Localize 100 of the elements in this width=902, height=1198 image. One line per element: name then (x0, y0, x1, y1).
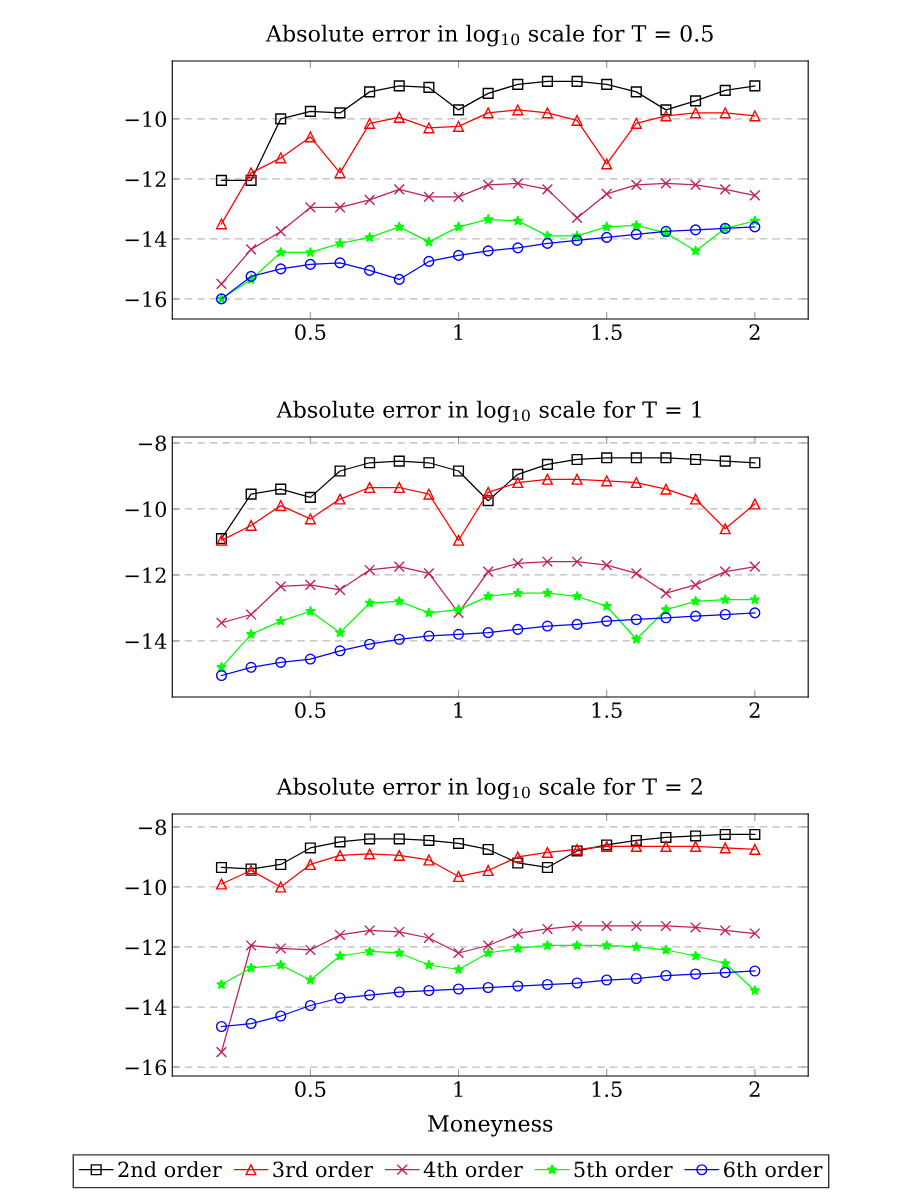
point (482, 981, 494, 994)
point (719, 842, 731, 854)
point (630, 117, 642, 129)
point (452, 120, 465, 132)
point (364, 264, 376, 276)
x-tick-label: 1 (454, 702, 463, 718)
legend-label: 6th order (724, 1161, 823, 1178)
point (690, 840, 702, 853)
point (275, 942, 287, 955)
point (334, 107, 346, 119)
point (393, 273, 405, 285)
point (749, 457, 761, 469)
point (749, 927, 761, 940)
point (719, 924, 731, 937)
point (630, 179, 642, 191)
point (423, 932, 435, 944)
point (245, 488, 257, 500)
point (571, 977, 583, 989)
point (334, 257, 346, 269)
point (512, 857, 524, 869)
point (452, 607, 465, 619)
point (304, 258, 316, 270)
point (364, 945, 375, 957)
point (571, 473, 583, 485)
point (334, 836, 346, 848)
point (601, 475, 613, 487)
point (452, 534, 465, 546)
point (630, 834, 642, 847)
y-tick-label: −16 (125, 1059, 167, 1076)
point (364, 86, 376, 98)
point (571, 939, 583, 951)
point (660, 587, 672, 599)
point (482, 486, 494, 499)
point (630, 452, 642, 464)
point (719, 566, 731, 578)
y-tick-label: −14 (125, 633, 167, 649)
point (601, 600, 613, 611)
point (482, 590, 494, 602)
point (690, 224, 702, 236)
point (304, 131, 316, 143)
point (482, 627, 494, 639)
y-tick-label: −10 (125, 501, 167, 518)
point (393, 455, 405, 467)
point (275, 483, 287, 495)
point (749, 594, 761, 605)
point (719, 84, 731, 96)
point (512, 78, 524, 90)
point (453, 963, 464, 975)
point (690, 95, 702, 107)
point (245, 661, 257, 673)
point (275, 246, 287, 258)
point (630, 972, 642, 985)
point (690, 493, 702, 505)
point (423, 255, 435, 267)
point (719, 107, 731, 119)
point (393, 111, 405, 123)
point (690, 968, 702, 980)
x-tick-label: 0.5 (295, 702, 326, 718)
point (304, 858, 316, 871)
point (690, 950, 701, 961)
x-tick-label: 1 (454, 324, 463, 340)
point (541, 473, 553, 485)
point (364, 989, 376, 1001)
point (423, 81, 435, 93)
point (275, 225, 287, 237)
point (423, 959, 435, 970)
point (423, 607, 435, 618)
point (364, 833, 376, 845)
point (304, 999, 316, 1012)
point (275, 881, 287, 893)
point (364, 457, 376, 469)
x-tick-label: 2 (749, 324, 760, 340)
point (364, 117, 376, 129)
point (364, 924, 376, 937)
point (245, 174, 257, 186)
point (482, 947, 494, 958)
point (601, 78, 613, 90)
point (660, 110, 672, 122)
x-tick-label: 1.5 (592, 324, 622, 341)
point (393, 849, 405, 862)
point (571, 234, 583, 246)
point (334, 627, 346, 638)
point (482, 107, 494, 119)
point (334, 493, 346, 505)
point (423, 984, 435, 997)
point (482, 939, 494, 952)
point (660, 452, 672, 464)
point (601, 615, 613, 627)
point (512, 587, 524, 598)
point (660, 104, 672, 116)
point (541, 861, 553, 874)
point (334, 201, 346, 213)
point (334, 167, 346, 179)
point (541, 75, 553, 87)
point (364, 564, 376, 576)
x-tick-label: 1.5 (592, 702, 622, 718)
point (690, 579, 702, 591)
point (512, 104, 524, 116)
point (364, 231, 375, 243)
point (719, 183, 731, 195)
